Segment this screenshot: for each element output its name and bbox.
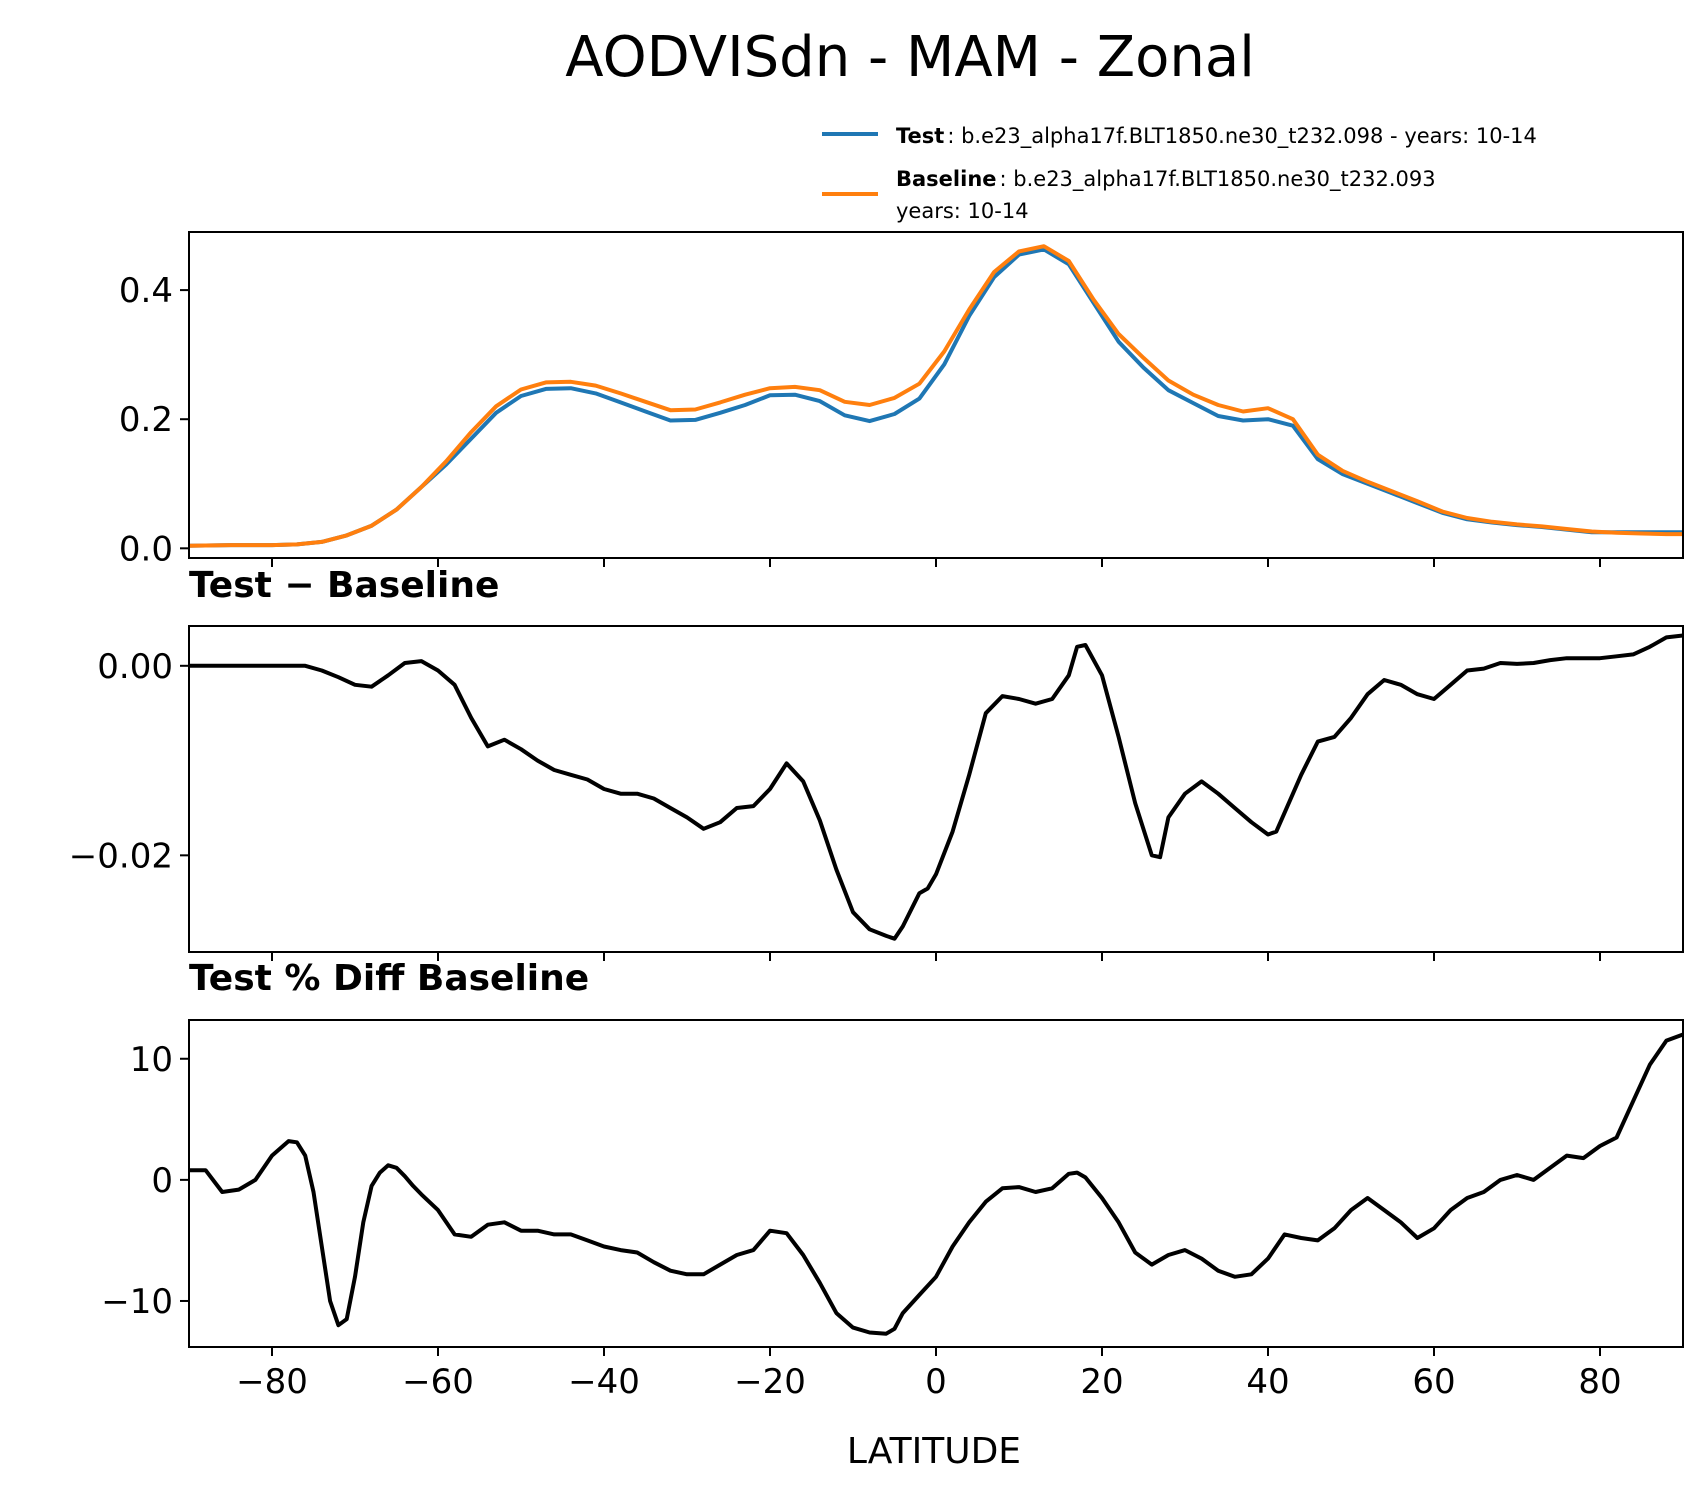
legend-baseline-entry: Baseline: b.e23_alpha17f.BLT1850.ne30_t2… xyxy=(896,167,1436,192)
panel-pctdiff: 10 0 −10 −80 −60 −40 −20 0 20 40 60 80 xyxy=(101,1019,1684,1402)
xtick-label: −60 xyxy=(402,1362,474,1402)
legend-test-text: : b.e23_alpha17f.BLT1850.ne30_t232.098 -… xyxy=(947,124,1537,149)
panel-main-frame xyxy=(188,231,1684,559)
x-axis-label: LATITUDE xyxy=(847,1431,1021,1472)
panel-main-ytick-label: 0.0 xyxy=(119,529,173,569)
panel-diff-title: Test − Baseline xyxy=(189,565,499,606)
xtick-label: −80 xyxy=(236,1362,308,1402)
panel-main-series-test xyxy=(189,247,1683,548)
panel-diff-series-test-baseline xyxy=(189,633,1683,941)
panel-main: 0.0 0.2 0.4 xyxy=(119,231,1684,569)
xtick-label: −20 xyxy=(734,1362,806,1402)
xtick-label: 40 xyxy=(1246,1362,1289,1402)
panel-diff: 0.00 −0.02 xyxy=(69,625,1684,961)
panel-pct-ytick-label: −10 xyxy=(101,1282,173,1322)
figure-title: AODVISdn - MAM - Zonal xyxy=(565,25,1255,90)
panel-diff-frame xyxy=(188,625,1684,953)
xtick-label: 80 xyxy=(1578,1362,1621,1402)
legend-test-label: Test xyxy=(896,124,944,148)
panel-main-series-baseline xyxy=(189,244,1683,548)
xtick-label: −40 xyxy=(568,1362,640,1402)
legend: Test: b.e23_alpha17f.BLT1850.ne30_t232.0… xyxy=(822,124,1537,223)
panel-pct-ytick-label: 0 xyxy=(151,1161,173,1201)
panel-diff-ytick-label: 0.00 xyxy=(97,647,173,687)
legend-baseline-label: Baseline xyxy=(896,167,997,191)
panel-diff-ytick-label: −0.02 xyxy=(69,836,173,876)
xtick-label: 20 xyxy=(1080,1362,1123,1402)
xtick-label: 60 xyxy=(1412,1362,1455,1402)
panel-pct-ytick-label: 10 xyxy=(130,1040,173,1080)
legend-test-entry: Test: b.e23_alpha17f.BLT1850.ne30_t232.0… xyxy=(896,124,1537,149)
legend-baseline-text: : b.e23_alpha17f.BLT1850.ne30_t232.093 xyxy=(1000,167,1436,192)
panel-main-ytick-label: 0.4 xyxy=(119,271,173,311)
panel-main-ytick-label: 0.2 xyxy=(119,400,173,440)
panel-pctdiff-title: Test % Diff Baseline xyxy=(189,958,589,999)
panel-pct-series-test-diff-baseline xyxy=(189,1032,1683,1336)
xtick-label: 0 xyxy=(925,1362,947,1402)
legend-baseline-text-line2: years: 10-14 xyxy=(896,199,1029,223)
